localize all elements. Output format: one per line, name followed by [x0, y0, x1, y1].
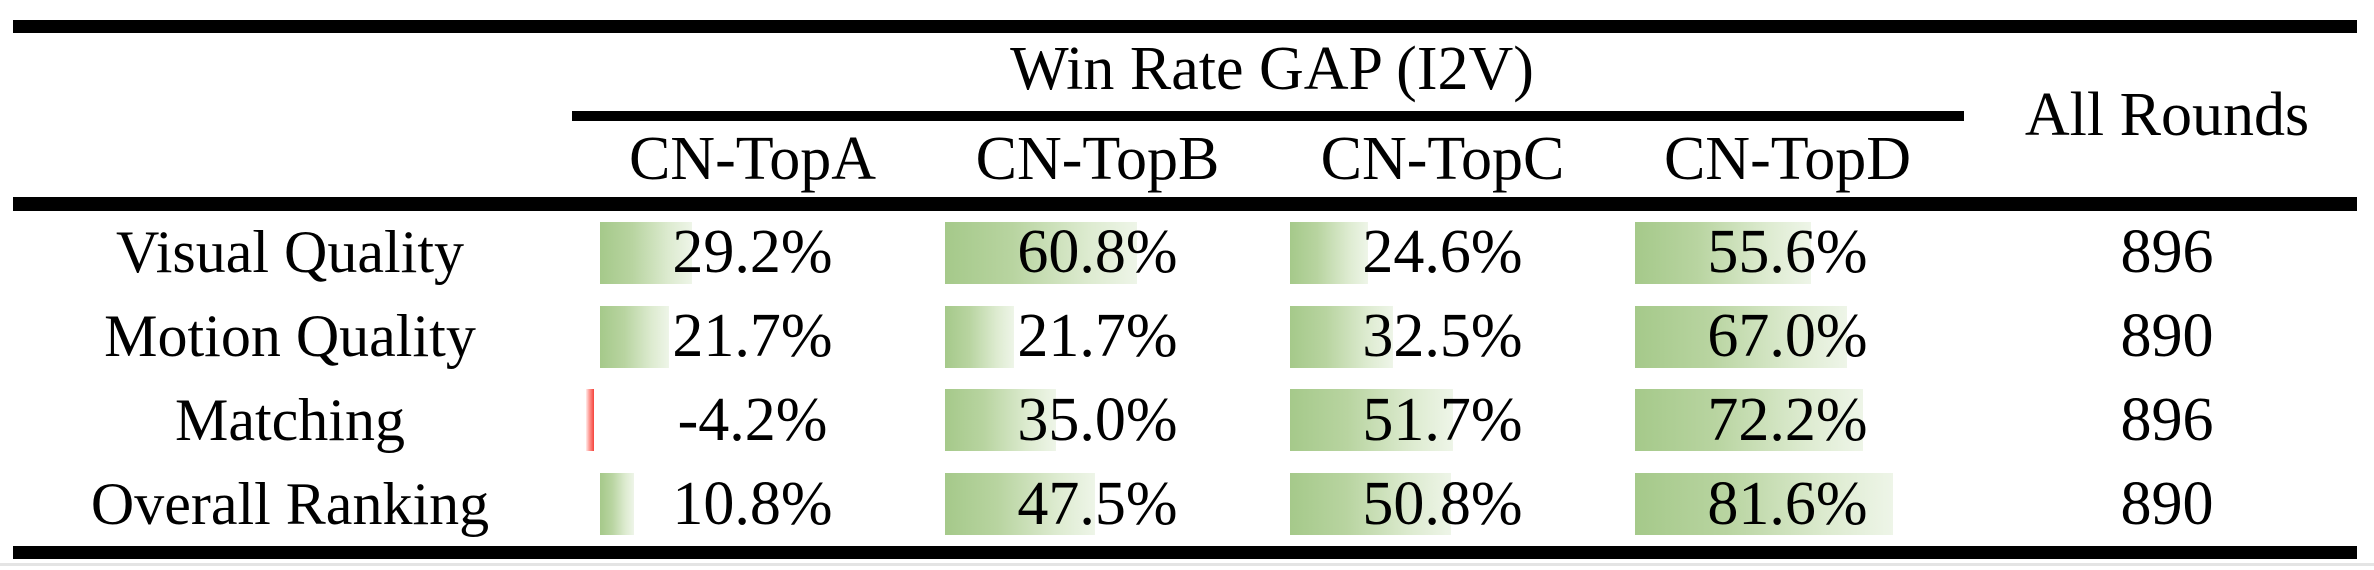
row-label-header-empty	[0, 121, 580, 197]
data-bar-track	[600, 473, 916, 536]
value-cell: 72.2%	[1615, 379, 1960, 463]
value-text: 51.7%	[1362, 385, 1523, 454]
value-cell: 55.6%	[1615, 211, 1960, 295]
value-text: 35.0%	[1017, 385, 1178, 454]
value-text: 24.6%	[1362, 218, 1523, 287]
data-bar	[600, 473, 635, 536]
data-bar-track	[1290, 473, 1606, 536]
value-cell: 67.0%	[1615, 295, 1960, 379]
data-bar	[945, 305, 1014, 368]
data-bar	[1290, 305, 1393, 368]
table-body: Visual Quality 29.2% 60.8% 24.6% 55.6% 8…	[0, 211, 2374, 546]
data-bar	[1290, 389, 1454, 452]
value-cell: 10.8%	[580, 462, 925, 546]
value-text: 55.6%	[1707, 218, 1868, 287]
value-text: 67.0%	[1707, 302, 1868, 371]
value-cell: 81.6%	[1615, 462, 1960, 546]
column-header-cn-topa: CN-TopA	[628, 124, 877, 193]
value-text: 81.6%	[1707, 469, 1868, 538]
data-bar-track	[600, 305, 916, 368]
value-text: 32.5%	[1362, 302, 1523, 371]
data-bar	[1635, 389, 1864, 452]
data-bar-track	[1290, 389, 1606, 452]
value-cell: 47.5%	[925, 462, 1270, 546]
value-text: 21.7%	[1017, 302, 1178, 371]
column-header-cn-topb: CN-TopB	[975, 124, 1220, 193]
data-bar-track	[945, 305, 1261, 368]
value-cell: -4.2%	[580, 379, 925, 463]
bottom-rule	[13, 546, 2357, 559]
value-text: 47.5%	[1017, 469, 1178, 538]
row-label: Matching	[175, 386, 405, 453]
column-header-cn-topd: CN-TopD	[1663, 124, 1912, 193]
row-label: Motion Quality	[104, 303, 476, 370]
data-bar	[945, 221, 1138, 284]
all-rounds-value: 890	[2120, 469, 2214, 538]
table-row-matching: Matching -4.2% 35.0% 51.7% 72.2% 896	[0, 379, 2374, 463]
data-bar-track	[945, 473, 1261, 536]
data-bar-track	[1290, 221, 1606, 284]
data-bar-track	[945, 389, 1261, 452]
data-bar-track	[600, 221, 916, 284]
table-row-overall-ranking: Overall Ranking 10.8% 47.5% 50.8% 81.6% …	[0, 462, 2374, 546]
value-cell: 50.8%	[1270, 462, 1615, 546]
all-rounds-value: 896	[2120, 218, 2214, 287]
data-bar-track	[1635, 473, 1951, 536]
data-bar	[600, 221, 693, 284]
top-rule	[13, 20, 2357, 33]
row-label: Visual Quality	[115, 219, 465, 286]
table-row-visual-quality: Visual Quality 29.2% 60.8% 24.6% 55.6% 8…	[0, 211, 2374, 295]
value-text: 21.7%	[672, 302, 833, 371]
data-bar	[1635, 473, 1893, 536]
value-cell: 60.8%	[925, 211, 1270, 295]
data-bar	[945, 473, 1096, 536]
data-bar-track	[1635, 389, 1951, 452]
data-bar	[945, 389, 1056, 452]
group-header: Win Rate GAP (I2V)	[1010, 34, 1534, 103]
value-cell: 21.7%	[580, 295, 925, 379]
data-bar-track	[1290, 305, 1606, 368]
value-text: 60.8%	[1017, 218, 1178, 287]
header-separator-rule	[13, 197, 2357, 211]
value-text: 72.2%	[1707, 385, 1868, 454]
value-cell: 51.7%	[1270, 379, 1615, 463]
data-bar	[1635, 221, 1811, 284]
value-cell: 21.7%	[925, 295, 1270, 379]
data-bar-track	[945, 221, 1261, 284]
value-cell: 35.0%	[925, 379, 1270, 463]
bottom-rule-shadow	[0, 563, 2374, 566]
value-cell: 24.6%	[1270, 211, 1615, 295]
value-text: 29.2%	[672, 218, 833, 287]
data-bar-track	[1635, 305, 1951, 368]
column-header-row: CN-TopA CN-TopB CN-TopC CN-TopD	[0, 121, 2374, 197]
row-label: Overall Ranking	[90, 470, 490, 537]
all-rounds-column-header: All Rounds	[2024, 80, 2310, 149]
data-bar	[1290, 221, 1368, 284]
value-cell: 32.5%	[1270, 295, 1615, 379]
value-text: 50.8%	[1362, 469, 1523, 538]
table-row-motion-quality: Motion Quality 21.7% 21.7% 32.5% 67.0% 8…	[0, 295, 2374, 379]
all-rounds-value: 890	[2120, 302, 2214, 371]
data-bar	[1290, 473, 1451, 536]
data-bar-track	[586, 389, 916, 452]
data-bar-negative	[586, 389, 594, 452]
value-cell: 29.2%	[580, 211, 925, 295]
data-bar-track	[1635, 221, 1951, 284]
column-header-cn-topc: CN-TopC	[1320, 124, 1565, 193]
all-rounds-value: 896	[2120, 385, 2214, 454]
data-bar	[1635, 305, 1847, 368]
data-bar	[600, 305, 669, 368]
value-text: -4.2%	[677, 385, 828, 454]
group-underline-rule	[572, 111, 1964, 121]
value-text: 10.8%	[672, 469, 833, 538]
